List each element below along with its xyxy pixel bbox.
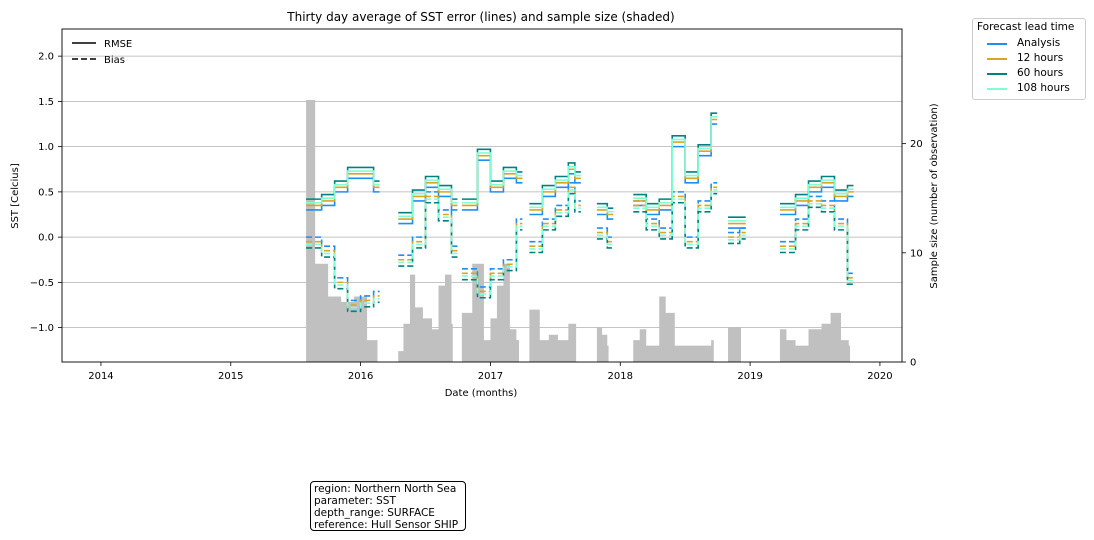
x-tick-label: 2014 xyxy=(88,371,113,382)
y-tick-label: 1.0 xyxy=(38,142,54,153)
sample-size-area xyxy=(398,274,453,362)
rmse-line xyxy=(633,123,718,216)
bias-line xyxy=(728,238,746,245)
y2-tick-label: 20 xyxy=(910,139,923,150)
style-legend: RMSE Bias xyxy=(72,39,132,66)
x-tick-label: 2017 xyxy=(478,371,503,382)
12h-swatch xyxy=(987,58,1007,60)
rmse-line xyxy=(398,182,458,220)
rmse-line xyxy=(398,179,458,218)
bias-line xyxy=(633,192,718,249)
bias-line xyxy=(633,182,718,238)
bias-line xyxy=(728,227,746,234)
chart-title: Thirty day average of SST error (lines) … xyxy=(286,10,674,24)
analysis-swatch xyxy=(987,43,1007,45)
lead-legend-title: Forecast lead time xyxy=(977,21,1075,33)
rmse-line xyxy=(596,213,614,220)
sample-size-area xyxy=(779,312,851,362)
rmse-legend-label: RMSE xyxy=(104,39,132,50)
y2-tick-label: 0 xyxy=(910,358,916,369)
rmse-line xyxy=(633,112,718,205)
bias-legend-label: Bias xyxy=(104,55,125,66)
rmse-line xyxy=(633,118,718,211)
y-axis-label: SST [Celcius] xyxy=(10,163,21,229)
bias-line xyxy=(306,243,380,309)
bias-line xyxy=(461,222,523,293)
error-lines xyxy=(306,112,854,313)
rmse-line xyxy=(596,206,614,213)
bias-line xyxy=(461,229,523,299)
rmse-line xyxy=(398,186,458,225)
info-region: region: Northern North Sea xyxy=(314,483,457,495)
y-tick-label: 2.0 xyxy=(38,52,54,63)
info-reference: reference: Hull Sensor SHIP xyxy=(314,519,459,531)
info-box: region: Northern North Sea parameter: SS… xyxy=(310,481,466,531)
legend-entry-60h: 60 hours xyxy=(987,67,1083,81)
y-tick-label: −1.0 xyxy=(30,323,54,334)
bias-line xyxy=(728,234,746,241)
x-axis-label: Date (months) xyxy=(445,388,518,399)
bias-line xyxy=(633,189,718,246)
rmse-line xyxy=(779,175,854,205)
info-parameter: parameter: SST xyxy=(314,495,396,507)
analysis-label: Analysis xyxy=(1017,37,1061,49)
y2-tick-label: 10 xyxy=(910,248,923,259)
bias-line xyxy=(398,195,458,261)
legend-entry-108h: 108 hours xyxy=(987,82,1083,96)
rmse-line xyxy=(306,170,380,204)
info-depth-range: depth_range: SURFACE xyxy=(314,507,435,519)
bias-line xyxy=(779,202,854,282)
rmse-line xyxy=(529,165,581,209)
bias-line xyxy=(306,247,380,313)
rmse-line xyxy=(398,175,458,214)
plot-frame xyxy=(61,28,903,363)
bias-line xyxy=(596,234,614,246)
y-tick-label: 0.0 xyxy=(38,233,54,244)
x-axis-ticks: 2014 2015 2016 2017 2018 2019 2020 xyxy=(88,362,893,382)
60h-label: 60 hours xyxy=(1017,67,1064,79)
bias-line xyxy=(398,198,458,264)
sample-size-area xyxy=(633,296,714,362)
bias-line xyxy=(633,186,718,243)
y-tick-label: 1.5 xyxy=(38,97,54,108)
x-tick-label: 2015 xyxy=(218,371,243,382)
lead-time-legend: Forecast lead time Analysis 12 hours 60 … xyxy=(972,18,1086,100)
x-tick-label: 2020 xyxy=(867,371,892,382)
rmse-line xyxy=(461,152,523,204)
bias-line xyxy=(779,200,854,279)
legend-entry-12h: 12 hours xyxy=(987,52,1083,66)
bias-line xyxy=(596,238,614,249)
sample-size-area xyxy=(306,99,378,362)
12h-label: 12 hours xyxy=(1017,52,1064,64)
bias-line xyxy=(529,192,581,254)
sample-size-area xyxy=(529,309,577,362)
sample-size-area xyxy=(596,327,609,362)
gridlines xyxy=(62,55,902,329)
rmse-line xyxy=(306,166,380,200)
y2-axis-label: Sample size (number of observation) xyxy=(929,103,940,288)
sample-size-area xyxy=(728,327,742,362)
legend-entry-analysis: Analysis xyxy=(987,37,1083,51)
bias-line xyxy=(728,231,746,238)
x-tick-label: 2016 xyxy=(348,371,373,382)
bias-line xyxy=(461,225,523,295)
108h-swatch xyxy=(987,88,1007,90)
y-axis-ticks: −1.0 −0.5 0.0 0.5 1.0 1.5 2.0 xyxy=(30,52,62,334)
60h-swatch xyxy=(987,73,1007,75)
y2-axis-ticks: 0 10 20 xyxy=(902,139,923,369)
rmse-line xyxy=(633,115,718,209)
108h-label: 108 hours xyxy=(1017,82,1070,94)
sample-size-area xyxy=(461,263,520,362)
rmse-line xyxy=(779,179,854,209)
bias-line xyxy=(529,189,581,250)
x-tick-label: 2019 xyxy=(737,371,762,382)
y-tick-label: −0.5 xyxy=(30,278,54,289)
x-tick-label: 2018 xyxy=(608,371,633,382)
y-tick-label: 0.5 xyxy=(38,187,54,198)
sample-size-bars xyxy=(306,99,851,362)
rmse-line xyxy=(596,202,614,209)
